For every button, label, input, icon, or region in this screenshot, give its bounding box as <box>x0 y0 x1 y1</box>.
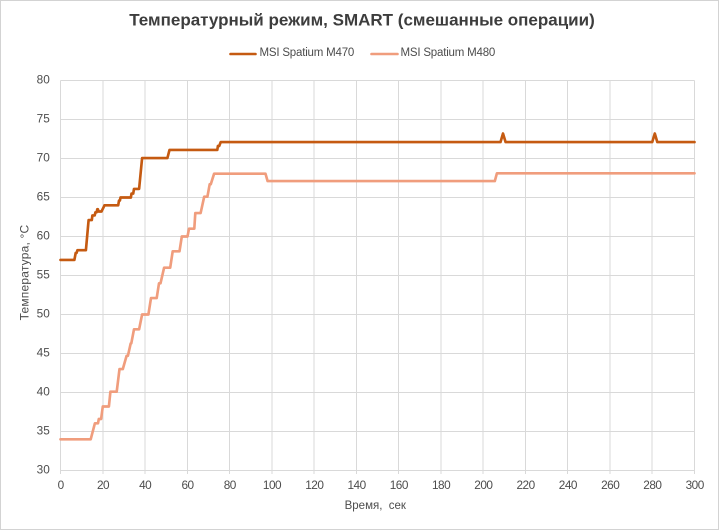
svg-text:45: 45 <box>37 345 51 359</box>
svg-text:70: 70 <box>37 150 51 164</box>
svg-text:20: 20 <box>97 478 110 492</box>
svg-text:40: 40 <box>139 478 152 492</box>
svg-text:140: 140 <box>348 478 367 492</box>
svg-text:MSI Spatium M480: MSI Spatium M480 <box>401 47 496 59</box>
svg-text:0: 0 <box>58 478 65 492</box>
svg-text:240: 240 <box>559 478 578 492</box>
svg-text:MSI Spatium M470: MSI Spatium M470 <box>260 47 355 59</box>
svg-text:80: 80 <box>37 72 51 86</box>
svg-text:220: 220 <box>517 478 536 492</box>
svg-text:300: 300 <box>686 478 705 492</box>
svg-text:180: 180 <box>432 478 451 492</box>
svg-text:160: 160 <box>390 478 409 492</box>
svg-text:65: 65 <box>37 189 51 203</box>
svg-text:75: 75 <box>37 111 51 125</box>
svg-text:80: 80 <box>224 478 237 492</box>
svg-text:200: 200 <box>474 478 493 492</box>
svg-text:100: 100 <box>263 478 282 492</box>
svg-text:50: 50 <box>37 306 51 320</box>
svg-text:280: 280 <box>643 478 662 492</box>
svg-text:120: 120 <box>305 478 324 492</box>
svg-text:30: 30 <box>37 462 51 476</box>
svg-text:Время, сек: Время, сек <box>345 500 407 512</box>
svg-text:60: 60 <box>37 228 51 242</box>
svg-text:Температура, °C: Температура, °C <box>18 224 32 320</box>
svg-text:35: 35 <box>37 423 51 437</box>
svg-text:40: 40 <box>37 384 51 398</box>
svg-text:260: 260 <box>601 478 620 492</box>
svg-text:60: 60 <box>181 478 194 492</box>
svg-text:Температурный режим, SMART (см: Температурный режим, SMART (смешанные оп… <box>129 11 595 30</box>
svg-text:55: 55 <box>37 267 51 281</box>
